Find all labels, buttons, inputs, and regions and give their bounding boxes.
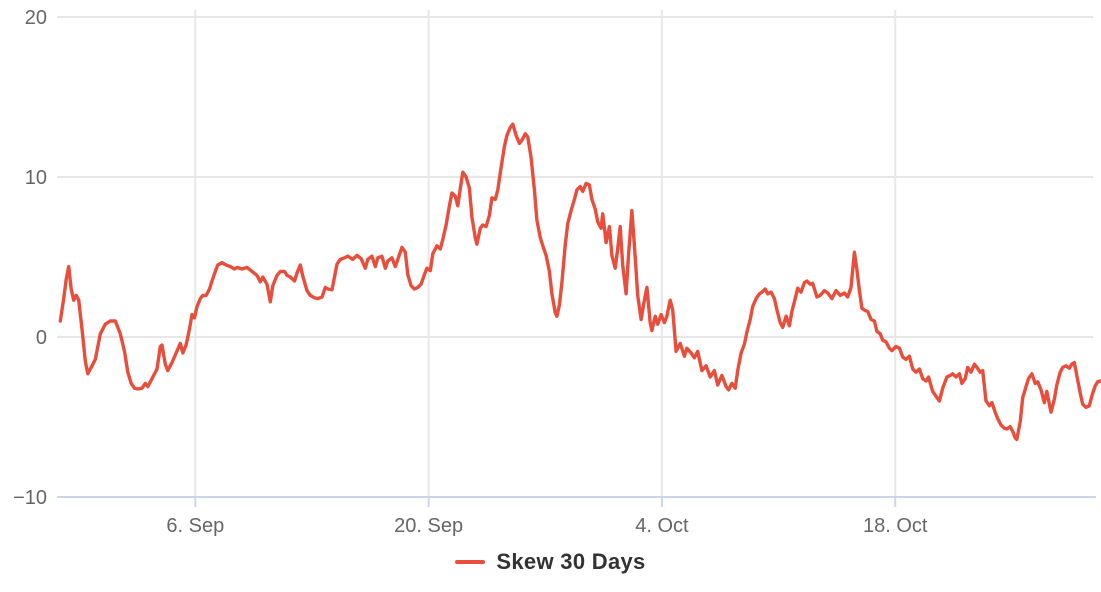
y-axis-label: 10	[25, 167, 47, 189]
y-axis-label: −10	[13, 487, 47, 509]
x-axis-label: 18. Oct	[863, 515, 928, 537]
legend-line-marker	[455, 560, 486, 564]
series-line-skew-30-days	[58, 122, 1101, 442]
legend: Skew 30 Days	[0, 549, 1101, 575]
y-axis-label: 20	[25, 7, 47, 29]
x-axis-label: 4. Oct	[635, 515, 689, 537]
y-axis-label: 0	[36, 327, 47, 349]
legend-label: Skew 30 Days	[496, 549, 646, 574]
skew-chart: 20 10 0 −10 6. Sep 20. Sep 4. Oct 18. Oct	[13, 7, 1101, 537]
x-axis-label: 20. Sep	[394, 515, 463, 537]
legend-item-skew-30-days[interactable]: Skew 30 Days	[455, 549, 645, 575]
x-axis-label: 6. Sep	[166, 515, 224, 537]
